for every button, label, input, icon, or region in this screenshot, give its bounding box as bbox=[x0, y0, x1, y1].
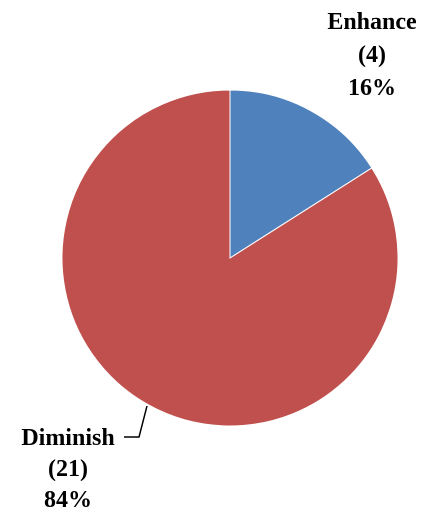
label-enhance: Enhance (4) 16% bbox=[327, 9, 417, 101]
label-enhance-name: Enhance bbox=[327, 9, 417, 35]
label-diminish: Diminish (21) 84% bbox=[21, 425, 114, 512]
pie-slices bbox=[61, 89, 399, 427]
label-diminish-count: (21) bbox=[48, 456, 88, 482]
pie-slice-enhance bbox=[229, 89, 373, 259]
leader-line-diminish bbox=[124, 405, 148, 438]
label-enhance-count: (4) bbox=[358, 42, 386, 68]
label-diminish-name: Diminish bbox=[21, 425, 114, 451]
pie-slice-diminish bbox=[61, 89, 399, 427]
label-enhance-percent: 16% bbox=[348, 75, 396, 101]
label-diminish-percent: 84% bbox=[44, 487, 92, 512]
